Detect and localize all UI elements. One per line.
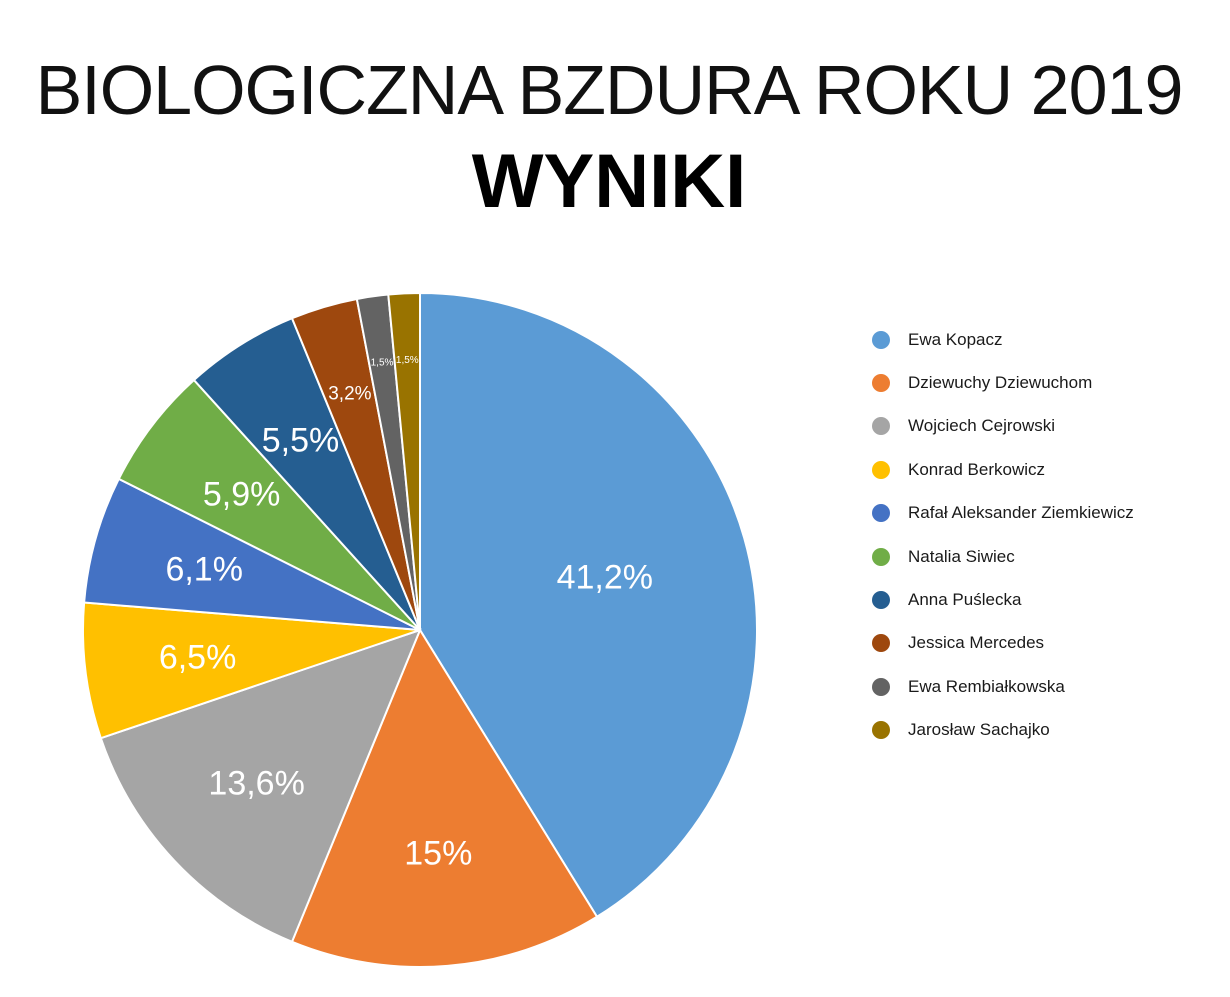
legend-item-jaroslaw-sachajko: Jarosław Sachajko bbox=[872, 709, 1212, 752]
pie-slice-ewa-kopacz bbox=[419, 291, 758, 919]
legend-swatch bbox=[872, 504, 890, 523]
data-label-ewa-kopacz: 41,2% bbox=[557, 559, 653, 597]
legend-swatch bbox=[872, 591, 890, 610]
legend-item-ewa-rembialkowska: Ewa Rembiałkowska bbox=[872, 665, 1212, 708]
legend-swatch bbox=[872, 330, 890, 349]
legend-label: Anna Puślecka bbox=[908, 590, 1022, 610]
data-label-ewa-rembialkowska: 1,5% bbox=[371, 358, 394, 369]
legend-label: Natalia Siwiec bbox=[908, 546, 1015, 566]
chart-subtitle: WYNIKI bbox=[471, 139, 747, 224]
pie-slice-wojciech-cejrowski bbox=[99, 628, 422, 944]
legend-item-ewa-kopacz: Ewa Kopacz bbox=[872, 318, 1212, 361]
legend-item-wojciech-cejrowski: Wojciech Cejrowski bbox=[872, 405, 1212, 448]
pie-slice-konrad-berkowicz bbox=[82, 601, 421, 740]
legend-item-jessica-mercedes: Jessica Mercedes bbox=[872, 622, 1212, 665]
chart-legend: Ewa Kopacz Dziewuchy Dziewuchom Wojciech C… bbox=[872, 318, 1212, 752]
data-label-natalia-siwiec: 5,9% bbox=[203, 475, 281, 513]
legend-label: Wojciech Cejrowski bbox=[908, 416, 1056, 436]
legend-swatch bbox=[872, 721, 890, 740]
legend-label: Dziewuchy Dziewuchom bbox=[908, 373, 1093, 393]
legend-label: Ewa Kopacz bbox=[908, 329, 1003, 349]
data-label-anna-puslecka: 5,5% bbox=[262, 421, 340, 459]
pie-slice-natalia-siwiec bbox=[117, 378, 421, 631]
legend-swatch bbox=[872, 417, 890, 436]
legend-label: Jessica Mercedes bbox=[908, 633, 1045, 653]
data-label-jaroslaw-sachajko: 1,5% bbox=[396, 355, 419, 366]
legend-label: Konrad Berkowicz bbox=[908, 459, 1046, 479]
data-label-jessica-mercedes: 3,2% bbox=[328, 384, 371, 405]
legend-swatch bbox=[872, 460, 890, 479]
legend-label: Rafał Aleksander Ziemkiewicz bbox=[908, 503, 1134, 523]
legend-item-dziewuchy-dziewuchom: Dziewuchy Dziewuchom bbox=[872, 361, 1212, 404]
legend-swatch bbox=[872, 547, 890, 566]
legend-item-rafal-aleksander-ziemkiewicz: Rafał Aleksander Ziemkiewicz bbox=[872, 492, 1212, 535]
legend-label: Ewa Rembiałkowska bbox=[908, 676, 1065, 696]
legend-swatch bbox=[872, 677, 890, 696]
legend-item-natalia-siwiec: Natalia Siwiec bbox=[872, 535, 1212, 578]
pie-slice-jaroslaw-sachajko bbox=[387, 291, 421, 631]
legend-swatch bbox=[872, 634, 890, 653]
pie-slice-dziewuchy-dziewuchom bbox=[290, 627, 599, 968]
data-label-rafal-aleksander-ziemkiewicz: 6,1% bbox=[165, 551, 243, 589]
data-label-wojciech-cejrowski: 13,6% bbox=[208, 764, 304, 802]
data-label-konrad-berkowicz: 6,5% bbox=[159, 638, 237, 676]
legend-swatch bbox=[872, 374, 890, 393]
data-label-dziewuchy-dziewuchom: 15% bbox=[404, 834, 472, 872]
pie-slice-rafal-aleksander-ziemkiewicz bbox=[83, 477, 421, 631]
chart-title: BIOLOGICZNA BZDURA ROKU 2019 bbox=[35, 51, 1184, 129]
legend-item-anna-puslecka: Anna Puślecka bbox=[872, 578, 1212, 621]
legend-label: Jarosław Sachajko bbox=[908, 720, 1050, 740]
legend-item-konrad-berkowicz: Konrad Berkowicz bbox=[872, 448, 1212, 491]
